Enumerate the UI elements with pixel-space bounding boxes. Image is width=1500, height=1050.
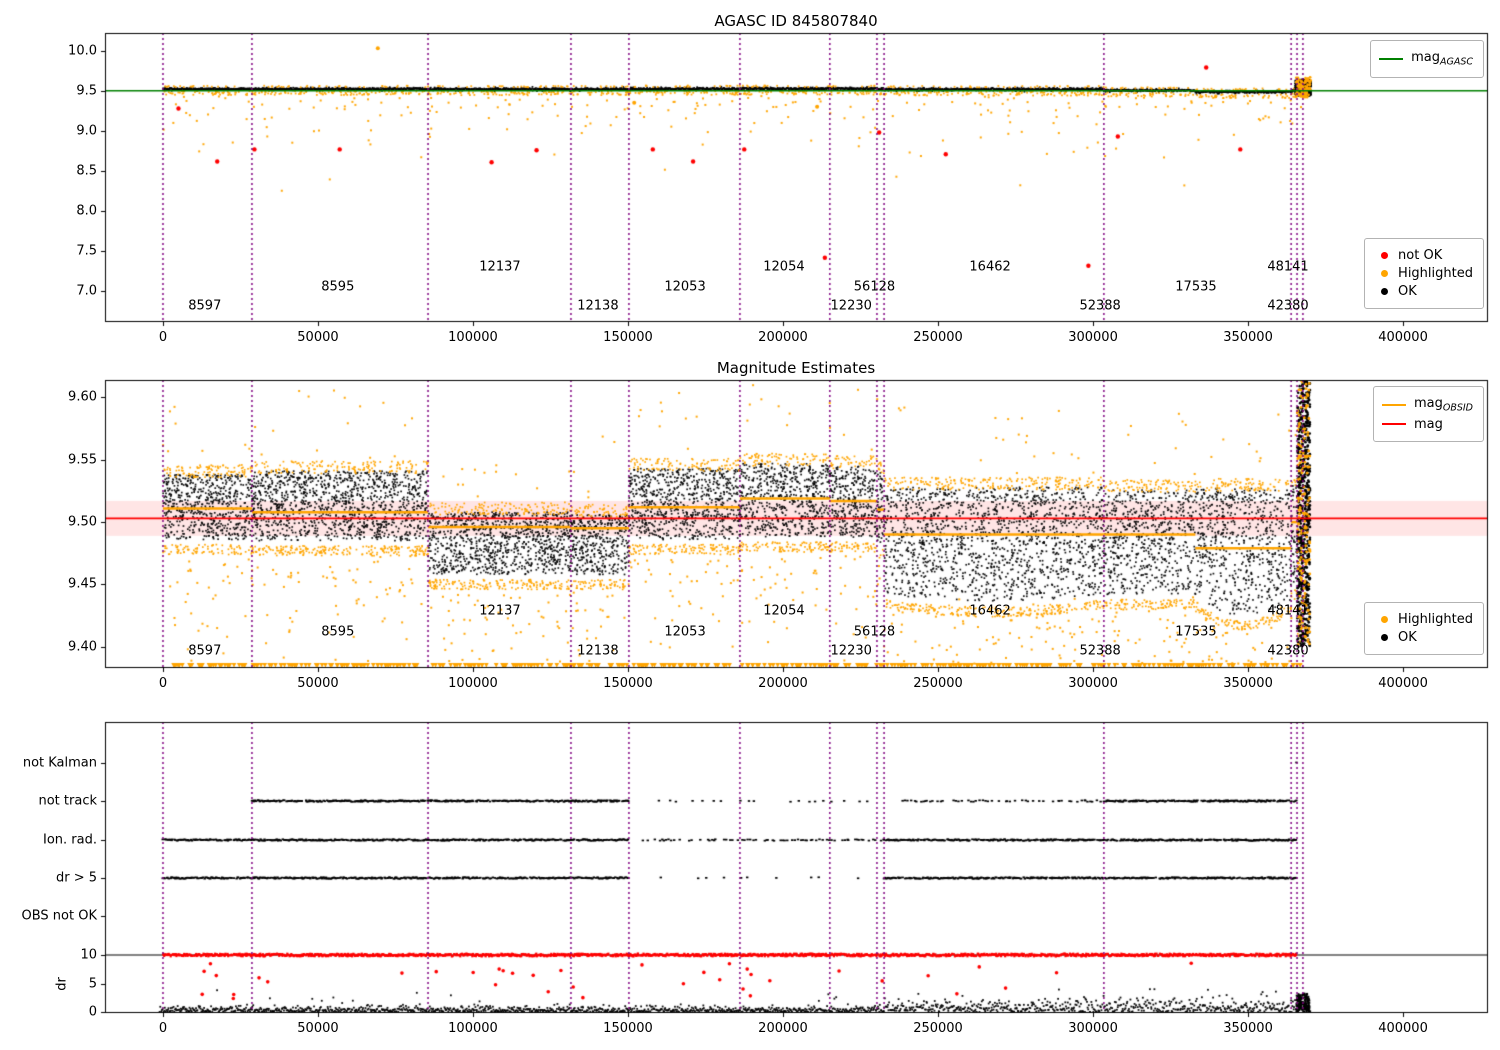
plot1-title: AGASC ID 845807840 — [714, 12, 878, 30]
legend-label: mag — [1413, 416, 1443, 432]
legend-label: Highlighted — [1398, 266, 1473, 281]
legend-dot-swatch — [1381, 270, 1389, 277]
legend-plot2-points: Highlighted OK — [1364, 602, 1484, 655]
legend-dot-swatch — [1381, 634, 1389, 641]
legend-entry: Highlighted — [1373, 266, 1473, 281]
legend-label: not OK — [1398, 248, 1443, 263]
legend-label: OK — [1398, 630, 1417, 645]
legend-label: Highlighted — [1398, 612, 1473, 627]
legend-label: OK — [1398, 284, 1417, 299]
legend-entry: OK — [1373, 284, 1473, 299]
legend-mag-agasc: magAGASC — [1370, 40, 1484, 78]
legend-plot2-lines: magOBSID mag — [1372, 386, 1484, 442]
legend-label: magOBSID — [1413, 396, 1473, 414]
plot2-title: Magnitude Estimates — [716, 359, 876, 377]
legend-entry: magAGASC — [1379, 50, 1473, 68]
legend-dot-swatch — [1381, 288, 1389, 295]
legend-line-swatch — [1379, 57, 1404, 60]
legend-plot1-points: not OK Highlighted OK — [1364, 238, 1484, 309]
legend-line-swatch — [1381, 423, 1406, 426]
legend-dot-swatch — [1381, 616, 1389, 623]
legend-entry: Highlighted — [1373, 612, 1473, 627]
legend-label: magAGASC — [1411, 50, 1473, 68]
legend-entry: magOBSID — [1381, 396, 1473, 414]
legend-dot-swatch — [1381, 252, 1389, 259]
legend-entry: mag — [1381, 416, 1473, 432]
legend-entry: not OK — [1373, 248, 1473, 263]
legend-entry: OK — [1373, 630, 1473, 645]
legend-line-swatch — [1381, 403, 1406, 406]
